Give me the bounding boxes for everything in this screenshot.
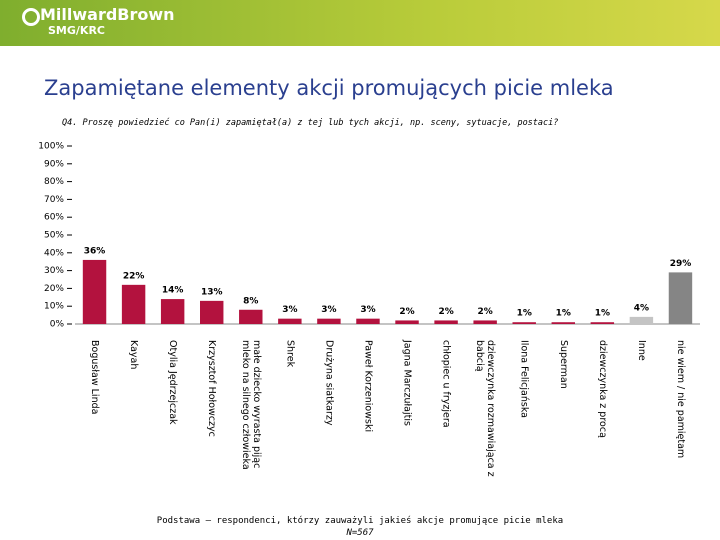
value-label: 3% xyxy=(282,305,297,315)
value-label: 2% xyxy=(438,307,453,317)
header-band: MillwardBrown SMG/KRC xyxy=(0,0,720,46)
bar xyxy=(239,309,263,324)
brand-name: MillwardBrown xyxy=(40,5,175,24)
y-tick-label: 60% xyxy=(44,213,64,223)
value-label: 2% xyxy=(399,307,414,317)
bar xyxy=(278,318,302,324)
value-label: 2% xyxy=(478,307,493,317)
y-tick-label: 40% xyxy=(44,248,64,258)
x-tick-label: Superman xyxy=(557,340,569,389)
y-tick-label: 80% xyxy=(44,177,64,187)
bar xyxy=(473,320,497,324)
chart-subtitle: Q4. Proszę powiedzieć co Pan(i) zapamięt… xyxy=(62,118,559,128)
bar xyxy=(629,316,654,324)
footnote: N=567 xyxy=(346,528,374,538)
bar xyxy=(82,259,107,324)
value-label: 1% xyxy=(595,309,610,319)
x-tick-label: małe dziecko wyrasta pijąc mleko na siln… xyxy=(239,340,262,470)
brand-sub: SMG/KRC xyxy=(48,24,105,37)
value-label: 3% xyxy=(321,305,336,315)
bar xyxy=(317,318,341,324)
value-label: 14% xyxy=(162,286,184,296)
value-label: 1% xyxy=(556,309,571,319)
value-label: 13% xyxy=(201,287,223,297)
y-tick-label: 10% xyxy=(44,302,64,312)
y-tick-label: 70% xyxy=(44,195,64,205)
x-tick-label: dziewczynka z procą xyxy=(596,340,608,438)
value-label: 4% xyxy=(634,303,649,313)
x-tick-label: Bogusław Linda xyxy=(89,340,101,415)
bar xyxy=(395,320,419,324)
x-tick-label: Paweł Korzeniowski xyxy=(362,340,374,433)
y-tick-label: 50% xyxy=(44,231,64,241)
y-tick-label: 100% xyxy=(38,142,64,152)
logo-mark xyxy=(22,8,40,26)
y-tick-label: 30% xyxy=(44,266,64,276)
value-label: 22% xyxy=(123,271,145,281)
x-tick-label: Drużyna siatkarzy xyxy=(323,340,335,426)
bar xyxy=(160,299,185,324)
x-tick-label: Kayah xyxy=(128,340,140,370)
x-tick-label: Krzysztof Hołowczyc xyxy=(206,340,218,437)
value-label: 36% xyxy=(84,246,106,256)
value-label: 8% xyxy=(243,296,258,306)
bar xyxy=(356,318,380,324)
x-tick-label: Otylia Jędrzejczak xyxy=(167,340,179,425)
bar xyxy=(512,322,536,324)
y-tick-label: 20% xyxy=(44,284,64,294)
footnote: Podstawa – respondenci, którzy zauważyli… xyxy=(156,516,564,526)
value-label: 29% xyxy=(670,259,692,269)
bar xyxy=(200,300,224,324)
bar xyxy=(121,284,146,324)
x-tick-label: Jagna Marczułajtis xyxy=(401,340,413,426)
value-label: 3% xyxy=(360,305,375,315)
x-tick-label: Inne xyxy=(635,340,647,361)
bar xyxy=(434,320,458,324)
x-tick-label: chłopiec u fryzjera xyxy=(440,340,452,428)
value-label: 1% xyxy=(517,309,532,319)
x-tick-label: dziewczynka rozmawiająca z babcią xyxy=(474,340,497,477)
x-tick-label: nie wiem / nie pamiętam xyxy=(674,340,686,459)
chart-title: Zapamiętane elementy akcji promujących p… xyxy=(44,76,614,100)
bar xyxy=(590,322,615,324)
bar xyxy=(668,272,693,324)
x-tick-label: Ilona Felicjańska xyxy=(518,340,530,418)
x-tick-label: Shrek xyxy=(284,340,296,368)
y-tick-label: 90% xyxy=(44,159,64,169)
bar xyxy=(551,322,575,324)
y-tick-label: 0% xyxy=(50,320,65,330)
